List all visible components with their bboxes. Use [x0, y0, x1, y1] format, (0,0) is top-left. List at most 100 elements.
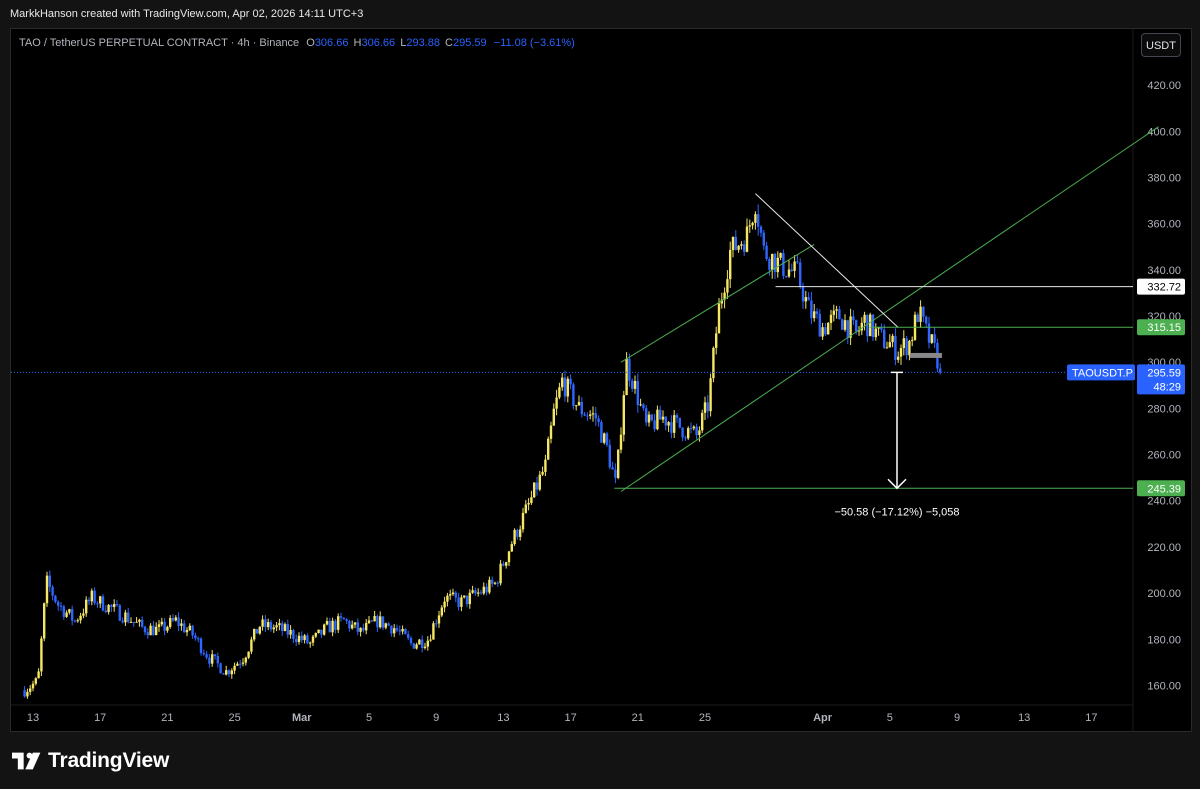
y-tick-label: 240.00: [1147, 496, 1181, 508]
candle-body: [701, 412, 704, 431]
candle-body: [247, 651, 250, 658]
x-tick-label: 9: [433, 712, 439, 724]
candle-body: [605, 433, 609, 445]
candle-body: [76, 620, 79, 622]
candle-body: [320, 629, 323, 635]
candle-body: [863, 314, 866, 323]
currency-button[interactable]: USDT: [1141, 33, 1181, 57]
x-tick-label: 5: [887, 712, 893, 724]
candle-body: [860, 322, 863, 331]
candle-body: [197, 638, 200, 640]
candle-body: [141, 619, 144, 627]
candle-body: [57, 601, 60, 606]
candle-body: [395, 628, 399, 631]
candle-body: [843, 320, 847, 330]
chart-frame[interactable]: 160.00 180.00 200.00 220.00 240.00 260.00 280.…: [10, 28, 1192, 732]
level-tag-label: 245.39: [1147, 483, 1181, 495]
candle-body: [390, 625, 393, 634]
candle-body: [104, 610, 107, 613]
candle-body: [205, 654, 208, 658]
symbol-title: TAO / TetherUS PERPETUAL CONTRACT · 4h ·…: [19, 37, 300, 49]
last-price-tag: [1137, 364, 1185, 395]
candle-body: [477, 592, 480, 594]
candle-body: [706, 402, 709, 412]
candle-body: [202, 652, 205, 655]
candle-body: [832, 310, 835, 315]
candle-body: [496, 582, 499, 584]
candle-body: [527, 502, 530, 505]
candle-body: [381, 616, 385, 628]
candle-body: [729, 250, 732, 280]
candle-body: [225, 670, 228, 675]
symbol-legend: TAO / TetherUS PERPETUAL CONTRACT · 4h ·…: [19, 37, 575, 49]
candle-body: [841, 319, 844, 330]
candle-body: [429, 639, 432, 641]
candle-body: [493, 582, 497, 584]
candle-body: [650, 414, 653, 421]
candle-body: [916, 314, 919, 322]
candle-body: [121, 620, 124, 623]
candle-body: [43, 603, 46, 639]
x-tick-label: 13: [27, 712, 39, 724]
candle-body: [656, 409, 659, 430]
candle-body: [244, 657, 247, 663]
candle-body: [157, 624, 161, 627]
candle-body: [659, 409, 662, 420]
candle-body: [499, 563, 502, 584]
candle-body: [460, 597, 463, 607]
candle-body: [793, 261, 796, 271]
candle-body: [373, 615, 376, 622]
candle-body: [485, 586, 488, 593]
marker-box: [909, 352, 942, 358]
low-label: L: [400, 37, 407, 49]
candle-body: [521, 512, 525, 530]
candle-body: [765, 245, 768, 260]
candle-body: [393, 628, 396, 634]
candle-body: [505, 562, 508, 566]
candle-body: [269, 622, 273, 630]
level-tag-label: 332.72: [1147, 282, 1181, 294]
price-chart[interactable]: 160.00 180.00 200.00 220.00 240.00 260.00 280.…: [11, 29, 1192, 732]
change-value: −11.08 (−3.61%): [493, 37, 575, 49]
candle-body: [213, 654, 217, 657]
candle-body: [939, 368, 942, 373]
candle-body: [118, 605, 121, 621]
candle-body: [171, 618, 175, 621]
candle-body: [594, 413, 597, 419]
candle-body: [351, 624, 354, 629]
candle-body: [59, 605, 63, 607]
candle-body: [829, 314, 833, 323]
candle-body: [698, 430, 701, 436]
candle-body: [821, 327, 824, 337]
candle-body: [191, 625, 194, 636]
candle-body: [359, 627, 362, 632]
candle-body: [412, 643, 415, 649]
candle-body: [177, 617, 180, 626]
candle-body: [423, 646, 427, 649]
candle-body: [622, 395, 625, 435]
candle-body: [421, 639, 424, 649]
candle-body: [849, 316, 852, 338]
candle-body: [502, 563, 505, 566]
candle-body: [796, 261, 799, 263]
candle-body: [608, 444, 611, 468]
candles-group: [23, 204, 942, 699]
candle-body: [547, 438, 550, 460]
candle-body: [281, 623, 284, 631]
chart-credit: MarkkHanson created with TradingView.com…: [0, 0, 1200, 28]
candle-body: [776, 257, 779, 273]
candle-body: [286, 624, 289, 635]
candle-body: [925, 316, 928, 324]
candle-body: [524, 504, 527, 513]
tradingview-logo-icon: [12, 752, 41, 770]
candle-body: [538, 474, 541, 490]
candle-body: [667, 422, 670, 426]
tradingview-logo[interactable]: TradingView: [12, 749, 169, 773]
candle-body: [328, 621, 331, 633]
x-tick-label: 5: [366, 712, 372, 724]
measure-arrowhead: [887, 478, 907, 490]
candle-body: [183, 623, 186, 633]
candle-body: [48, 575, 51, 587]
candle-body: [384, 623, 387, 628]
candle-body: [323, 624, 326, 635]
